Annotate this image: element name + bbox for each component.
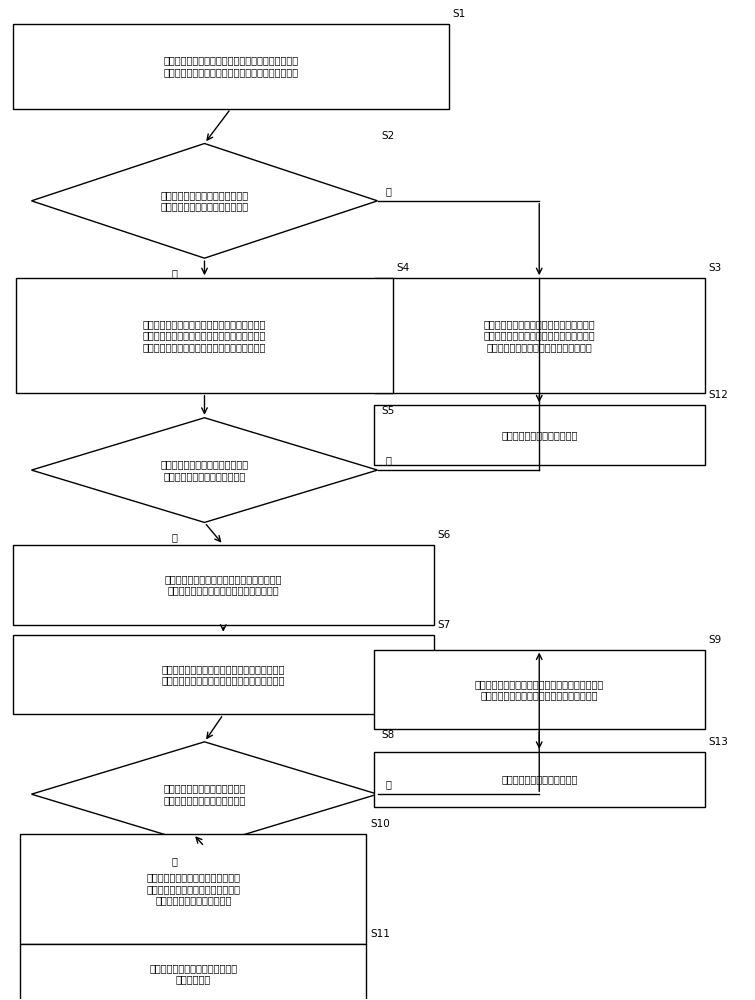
FancyBboxPatch shape	[13, 24, 449, 109]
Text: S4: S4	[396, 263, 409, 273]
Text: 控制洗碗机发出故障异常提示: 控制洗碗机发出故障异常提示	[501, 430, 578, 440]
Text: 否: 否	[171, 532, 177, 542]
Text: 根据预洗浊度值和主洗浊度值判
断浊度传感器是否出现故障异常: 根据预洗浊度值和主洗浊度值判 断浊度传感器是否出现故障异常	[163, 783, 245, 805]
Text: 控制洗碗机依次根据主洗阶段的异常洗涤方
式和漂洗阶段的异常洗涤方式进行工作，并
随后执行末段洗涤操作直至洗涤进程结束: 控制洗碗机依次根据主洗阶段的异常洗涤方 式和漂洗阶段的异常洗涤方式进行工作，并 …	[483, 319, 595, 352]
Text: 是: 是	[385, 455, 391, 465]
Text: 否: 否	[171, 857, 177, 867]
Text: S3: S3	[708, 263, 722, 273]
FancyBboxPatch shape	[17, 278, 393, 393]
Text: S5: S5	[381, 406, 395, 416]
Text: 否: 否	[171, 268, 177, 278]
Text: S12: S12	[708, 390, 729, 400]
Text: S2: S2	[381, 131, 395, 141]
Text: 在浊度校准阶段通过洗碗机中的浊度传感器在进水前
后进行浊度检测以获取进水前浊度值和进水后浊度值: 在浊度校准阶段通过洗碗机中的浊度传感器在进水前 后进行浊度检测以获取进水前浊度值…	[163, 55, 298, 77]
Text: 根据进水后浊度值和预洗浊度值控制洗碗机在
主洗阶段按照相应的主洗洗涤方式进行工作: 根据进水后浊度值和预洗浊度值控制洗碗机在 主洗阶段按照相应的主洗洗涤方式进行工作	[165, 574, 282, 596]
Text: S13: S13	[708, 737, 729, 747]
Text: 根据进水前浊度值和进水后浊度值
判断浊度传感器是否出现故障异常: 根据进水前浊度值和进水后浊度值 判断浊度传感器是否出现故障异常	[160, 190, 248, 212]
Text: 是: 是	[385, 186, 391, 196]
Text: 在预洗阶段控制洗碗机进行工作后，控制洗碗机
中的洗涤泵在第一预设时间内停止工作，并通过
浊度传感器对水进行浊度检测以获取预洗浊度值: 在预洗阶段控制洗碗机进行工作后，控制洗碗机 中的洗涤泵在第一预设时间内停止工作，…	[143, 319, 267, 352]
Text: 根据进水后浊度值和预洗浊度值判
断浊度传感器是否出现故障异常: 根据进水后浊度值和预洗浊度值判 断浊度传感器是否出现故障异常	[160, 459, 248, 481]
Text: 根据进水后浊度值、预洗浊度值及主
洗浊度值控制洗碗机在漂洗阶段按照
相应的漂洗洗涤方式进行工作: 根据进水后浊度值、预洗浊度值及主 洗浊度值控制洗碗机在漂洗阶段按照 相应的漂洗洗…	[146, 872, 240, 906]
FancyBboxPatch shape	[374, 278, 704, 393]
Text: S10: S10	[370, 819, 390, 829]
Polygon shape	[32, 418, 378, 522]
FancyBboxPatch shape	[374, 405, 704, 465]
FancyBboxPatch shape	[20, 834, 366, 944]
Text: S11: S11	[370, 929, 390, 939]
Text: S9: S9	[708, 635, 722, 645]
Polygon shape	[32, 742, 378, 847]
Text: S8: S8	[381, 730, 395, 740]
FancyBboxPatch shape	[20, 944, 366, 1000]
Text: 控制洗碗机根据漂洗阶段的异常洗涤方式进行工作
，并随后执行末段洗涤操作直至洗涤进程结束: 控制洗碗机根据漂洗阶段的异常洗涤方式进行工作 ，并随后执行末段洗涤操作直至洗涤进…	[475, 679, 604, 700]
Polygon shape	[32, 143, 378, 258]
FancyBboxPatch shape	[374, 752, 704, 807]
FancyBboxPatch shape	[13, 545, 434, 625]
Text: 是: 是	[385, 779, 391, 789]
FancyBboxPatch shape	[374, 650, 704, 729]
Text: 控制洗碗机执行末段洗涤操作直至
洗涤进程结束: 控制洗碗机执行末段洗涤操作直至 洗涤进程结束	[149, 963, 237, 984]
Text: 控制洗涤泵在第二预设时间内停止工作，并通过
浊度传感器对水进行浊度检测以获取主洗浊度值: 控制洗涤泵在第二预设时间内停止工作，并通过 浊度传感器对水进行浊度检测以获取主洗…	[162, 664, 285, 685]
FancyBboxPatch shape	[13, 635, 434, 714]
Text: 控制洗碗机发出故障异常提示: 控制洗碗机发出故障异常提示	[501, 774, 578, 784]
Text: S7: S7	[438, 620, 451, 630]
Text: S1: S1	[453, 9, 466, 19]
Text: S6: S6	[438, 530, 451, 540]
